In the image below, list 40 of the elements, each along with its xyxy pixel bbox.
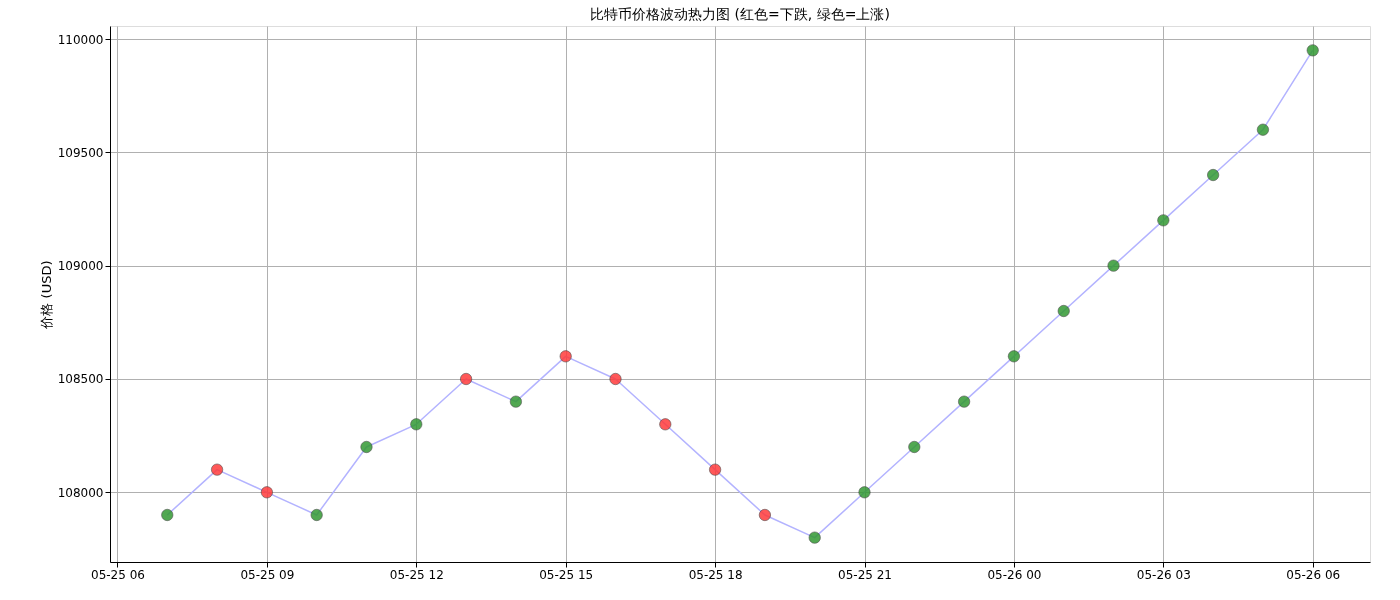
- point: [310, 508, 323, 521]
- point: [1007, 350, 1020, 363]
- x-tick-label: 05-25 21: [838, 567, 892, 582]
- y-tick-label: 108500: [57, 372, 104, 387]
- point: [758, 508, 771, 521]
- x-tick-label: 05-26 06: [1286, 567, 1341, 582]
- point: [1207, 169, 1220, 181]
- y-tick-label: 109000: [57, 259, 104, 274]
- chart-title: 比特币价格波动热力图 (红色=下跌, 绿色=上涨): [590, 6, 890, 22]
- y-axis-title: 价格 (USD): [38, 260, 54, 330]
- point: [410, 418, 423, 431]
- point: [1256, 123, 1269, 136]
- point: [609, 373, 622, 385]
- y-tick-label: 110000: [57, 32, 104, 47]
- y-tick-label: 109500: [57, 145, 104, 160]
- x-tick-label: 05-26 03: [1136, 567, 1191, 582]
- x-tick-label: 05-25 12: [389, 567, 444, 582]
- x-tick-label: 05-25 18: [688, 567, 743, 582]
- point: [161, 508, 174, 521]
- point: [1306, 44, 1319, 57]
- point: [559, 350, 572, 363]
- point: [1057, 305, 1070, 317]
- point: [709, 463, 722, 476]
- x-tick-label: 05-25 15: [539, 567, 594, 582]
- point: [958, 395, 971, 408]
- y-tick-label: 108000: [57, 485, 104, 500]
- point: [211, 463, 224, 476]
- point: [659, 418, 672, 431]
- point: [1107, 259, 1120, 272]
- point: [858, 486, 871, 499]
- point: [908, 440, 921, 453]
- x-tick-label: 05-26 00: [987, 567, 1042, 582]
- x-tick-label: 05-25 06: [90, 567, 145, 582]
- point: [260, 486, 273, 499]
- point: [509, 395, 522, 408]
- point: [808, 531, 821, 544]
- point: [1157, 214, 1170, 227]
- x-tick-label: 05-25 09: [240, 567, 295, 582]
- point: [360, 440, 373, 453]
- point: [460, 373, 473, 385]
